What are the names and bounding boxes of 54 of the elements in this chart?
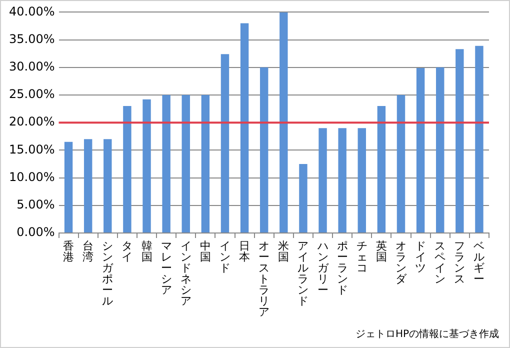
y-tick-label: 35.00% (8, 32, 55, 46)
x-tick-label: シンガポール (102, 239, 114, 308)
x-tick-label: マレーシア (160, 239, 172, 296)
bar (64, 142, 73, 232)
bar (299, 164, 308, 232)
x-tick-label: ドイツ (415, 239, 426, 274)
bar (338, 128, 346, 232)
y-tick-label: 25.00% (8, 87, 55, 102)
x-tick-label: 台湾 (82, 239, 94, 264)
x-tick-label: アイルランド (298, 239, 309, 308)
y-tick-label: 20.00% (8, 114, 55, 129)
y-tick-label: 10.00% (8, 170, 55, 184)
text: ジェトロHPの情報に基づき作成 (355, 328, 499, 341)
x-tick-label: 香港 (63, 239, 74, 264)
x-tick-label: 中国 (200, 239, 211, 264)
x-tick-label: 英国 (376, 239, 387, 264)
x-tick-label: 韓国 (141, 239, 152, 264)
x-tick-label: オーストラリア (258, 239, 270, 318)
bar (123, 106, 132, 232)
bar (416, 68, 425, 232)
x-tick-label: オランダ (395, 239, 408, 286)
y-tick-label: 15.00% (8, 142, 55, 156)
y-tick-label: 30.00% (8, 60, 55, 74)
bar (280, 12, 288, 232)
bar (456, 49, 464, 232)
y-tick-label: 40.00% (8, 4, 55, 18)
bar (475, 46, 484, 232)
x-tick-label: フランス (454, 239, 466, 286)
x-tick-label: チェコ (356, 239, 368, 274)
x-tick-label: ハンガリー (316, 239, 330, 296)
bar (220, 54, 230, 232)
bar (396, 95, 406, 232)
x-tick-label: スペイン (434, 239, 446, 286)
bar (142, 99, 151, 232)
bar (240, 23, 249, 232)
bar (318, 128, 327, 232)
x-tick-label: 日本 (239, 239, 250, 264)
x-tick-label: インドネシア (180, 239, 192, 308)
bar (436, 67, 444, 232)
x-tick-label: タイ (122, 239, 133, 264)
bar (162, 95, 170, 232)
bar (358, 128, 366, 232)
bar (104, 139, 112, 232)
bar (182, 95, 190, 232)
bar (201, 95, 210, 232)
x-tick-label: インド (219, 239, 230, 274)
bar (84, 139, 92, 232)
bar (377, 106, 386, 232)
x-tick-label: 米国 (278, 239, 290, 264)
y-tick-label: 5.00% (16, 198, 55, 212)
x-tick-label: ベルギー (474, 239, 485, 286)
y-tick-label: 0.00% (16, 225, 55, 240)
bar (260, 67, 268, 232)
x-tick-label: ポーランド (336, 239, 348, 296)
